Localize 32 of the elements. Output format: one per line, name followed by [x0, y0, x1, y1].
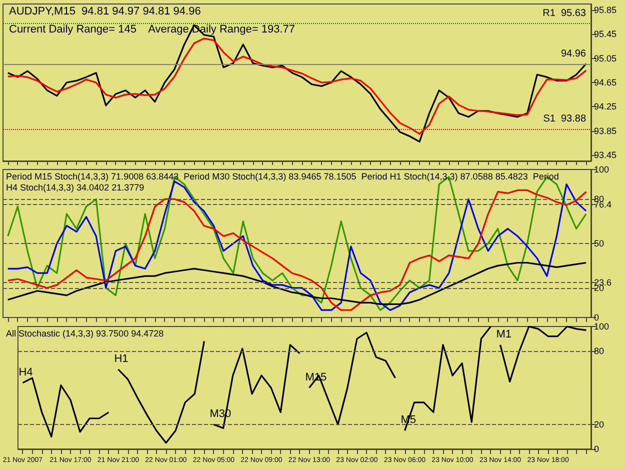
y-tick-label: 100: [594, 164, 610, 174]
y-tick-label: 93.85: [594, 126, 617, 136]
series-label: M1: [496, 328, 512, 340]
y-tick-label: 0: [594, 444, 600, 454]
line-series: [7, 24, 587, 142]
annotation: All Stochastic (14,3,3) 93.7500 94.4728: [6, 328, 164, 338]
y-tick-label: 50: [594, 238, 604, 248]
ref-line-label: S1 93.88: [543, 113, 586, 124]
line-series: [117, 340, 205, 444]
y-tick-label: 94.65: [594, 78, 617, 88]
line-series: [22, 377, 110, 438]
y-tick-label: 0: [594, 312, 600, 322]
y-tick-label: 20: [594, 420, 604, 430]
y-tick-label: 95.85: [594, 5, 617, 16]
line-series: [7, 38, 587, 135]
annotation: Period M15 Stoch(14,3,3) 71.9008 63.8443 Period M30 Stoch(14,3,3) 83.9465 78.1505 Period H1 Stoch(14,3,3) 87.0588 85.4823 Period H4 Stoch(14,3,3) 34.0402 21.3779: [6, 172, 562, 192]
line-series: [404, 326, 492, 432]
y-tick-label: 100: [594, 322, 610, 332]
chart-title: AUDJPY,M15 94.81 94.97 94.81 94.96: [9, 6, 201, 18]
line-series: [7, 262, 587, 305]
line-series: [308, 332, 396, 426]
ref-line-label: 94.96: [560, 48, 586, 60]
y-tick-label: 95.05: [594, 53, 617, 64]
y-tick-label: 95.45: [594, 29, 617, 40]
series-label: H4: [18, 366, 33, 378]
line-series: [212, 344, 300, 429]
ref-line-label: R1 95.63: [542, 8, 586, 19]
y-tick-label: 80: [594, 346, 604, 356]
line-series: [499, 326, 588, 382]
series-label: H1: [114, 352, 128, 365]
y-tick-label: 94.25: [594, 102, 617, 112]
y-tick-label: 93.45: [594, 150, 617, 160]
